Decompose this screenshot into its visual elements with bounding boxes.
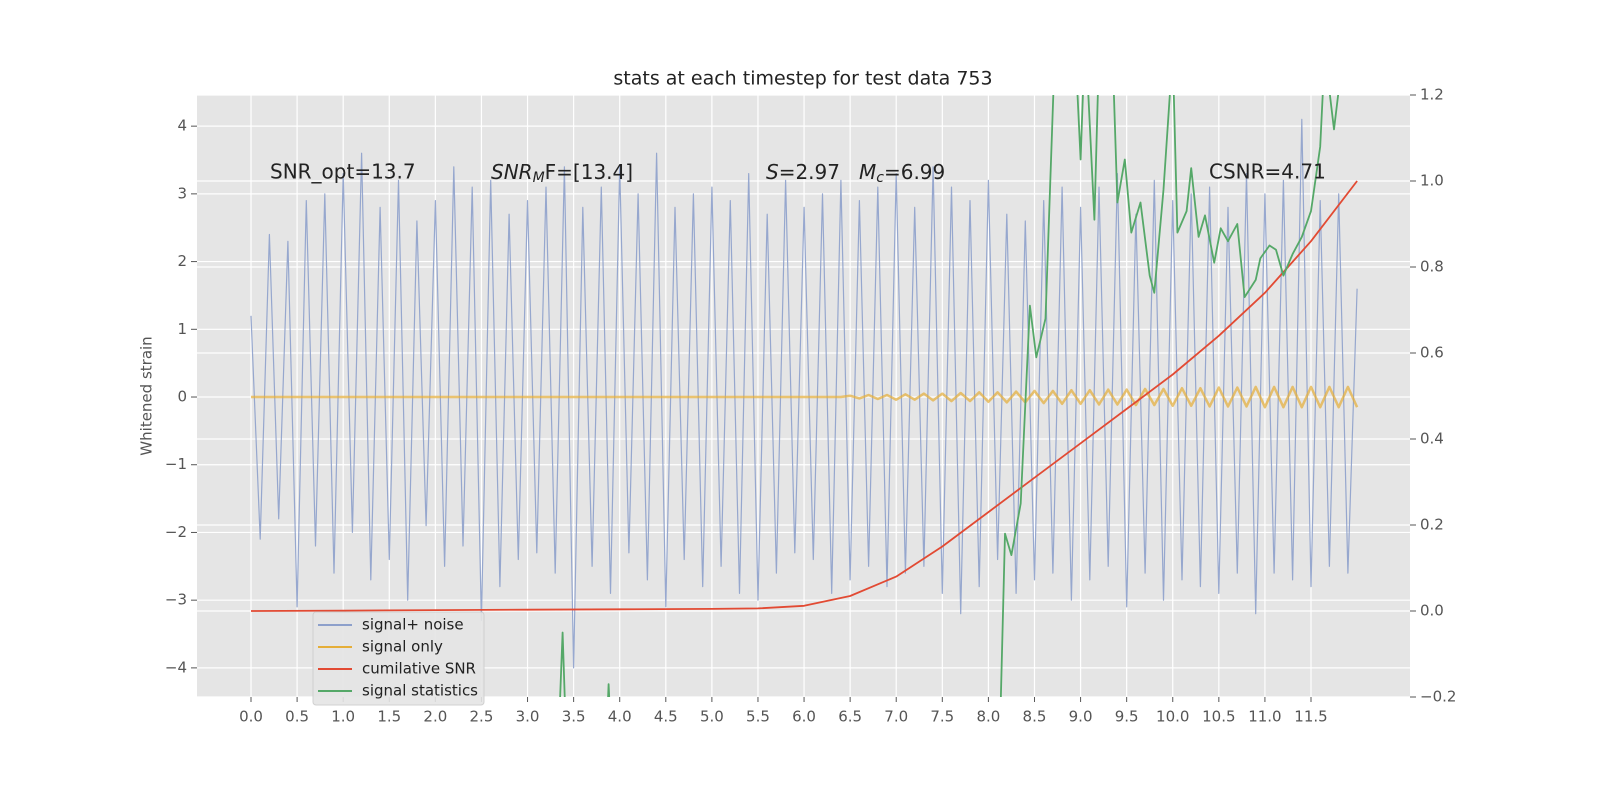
annotation: SNRMF=[13.4] [491,160,633,187]
annotation: S=2.97 Mc=6.99 [766,160,945,187]
legend-label: cumilative SNR [362,660,476,678]
y2-tick-label: 0.8 [1420,258,1444,276]
annotation-part: F=[13.4] [545,160,633,184]
axes: 0.0 0.5 1.0 1.5 2.0 2.5 3.0 3.5 4.0 4.5 5.0 5.5 6.0 6… [165,86,1457,726]
legend-label: signal only [362,638,443,656]
legend-box [312,611,485,706]
x-tick-label: 6.0 [792,708,816,726]
series-line [250,118,1358,669]
x-tick-label: 2.5 [470,708,494,726]
x-tick-label: 11.0 [1248,708,1281,726]
y-tick-label: −1 [165,455,187,473]
y2-tick-label: 0.4 [1420,430,1444,448]
y-tick-label: −2 [165,523,187,541]
series-line [559,95,1340,697]
x-tick-label: 9.5 [1115,708,1139,726]
x-tick-label: 1.5 [377,708,401,726]
y2-tick-label: 1.0 [1420,172,1444,190]
x-tick-label: 9.0 [1069,708,1093,726]
y-tick-label: 4 [177,117,187,135]
y2-tick-label: −0.2 [1420,688,1456,706]
x-tick-label: 5.5 [746,708,770,726]
legend-label: signal+ noise [362,616,464,634]
annotation-part: =6.99 [884,160,945,184]
series-line [251,385,1359,409]
annotation-part: SNR [491,160,533,184]
x-tick-label: 7.0 [884,708,908,726]
y-tick-label: 0 [177,388,187,406]
x-tick-label: 5.0 [700,708,724,726]
x-tick-label: 3.5 [562,708,586,726]
legend: signal+ noise signal only cumilative SNR si… [312,611,485,706]
series-line [250,180,1358,612]
x-tick-label: 1.0 [331,708,355,726]
y-tick-label: 1 [177,320,187,338]
x-tick-label: 10.5 [1202,708,1235,726]
y2-tick-label: 0.0 [1420,602,1444,620]
x-tick-label: 6.5 [838,708,862,726]
x-tick-label: 7.5 [930,708,954,726]
y-axis-label: Whitened strain [138,336,156,455]
x-tick-label: 8.5 [1023,708,1047,726]
y2-tick-label: 0.6 [1420,344,1444,362]
y2-tick-label: 0.2 [1420,516,1444,534]
y2-tick-label: 1.2 [1420,86,1444,104]
annotation-part: =2.97 [779,160,840,184]
y-tick-label: 2 [177,252,187,270]
x-tick-label: 8.0 [976,708,1000,726]
lines [250,95,1359,697]
x-tick-label: 4.5 [654,708,678,726]
y-tick-label: −3 [165,591,187,609]
annotation-part: M [533,170,545,186]
annotation-part: c [876,170,884,186]
x-tick-label: 3.0 [516,708,540,726]
x-tick-label: 0.5 [285,708,309,726]
annotation: SNR_opt=13.7 [270,160,416,184]
x-tick-label: 11.5 [1294,708,1327,726]
chart-title: stats at each timestep for test data 753 [613,68,992,90]
x-tick-label: 0.0 [239,708,263,726]
annotation-part: S [766,160,779,184]
x-tick-label: 2.0 [423,708,447,726]
y-tick-label: 3 [177,184,187,202]
y-tick-label: −4 [165,658,187,676]
annotation-part: M [859,160,876,184]
annotation: CSNR=4.71 [1209,160,1326,184]
x-tick-label: 10.0 [1156,708,1189,726]
legend-label: signal statistics [362,682,478,700]
x-tick-label: 4.0 [608,708,632,726]
